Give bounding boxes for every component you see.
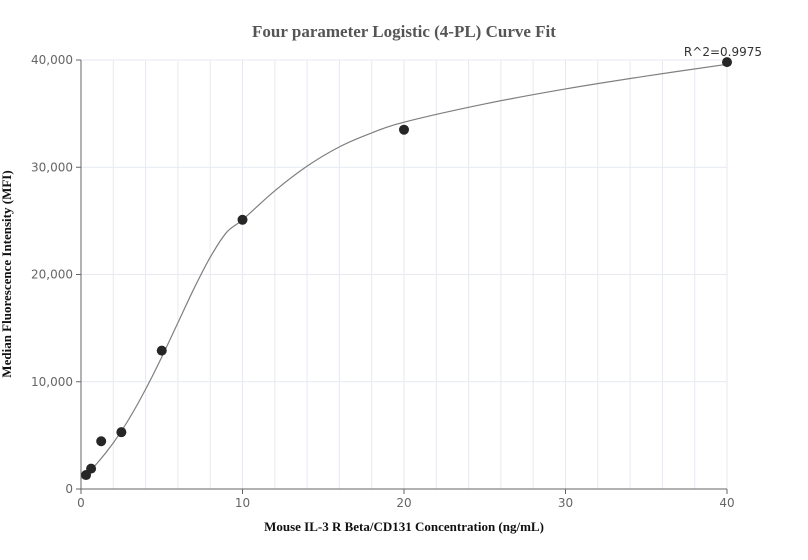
x-tick-label: 0 bbox=[77, 496, 85, 510]
y-tick-label: 20,000 bbox=[31, 268, 73, 282]
x-tick-label: 20 bbox=[396, 496, 411, 510]
r-squared-annotation: R^2=0.9975 bbox=[684, 45, 762, 59]
data-points bbox=[81, 57, 732, 481]
x-tick-label: 40 bbox=[719, 496, 734, 510]
y-tick-label: 0 bbox=[65, 482, 73, 496]
x-axis-title: Mouse IL-3 R Beta/CD131 Concentration (n… bbox=[264, 519, 544, 534]
data-point bbox=[399, 124, 409, 135]
axes bbox=[76, 59, 728, 494]
tick-labels: 0 10 20 30 40 0 10,000 20,000 30,000 40,000 bbox=[31, 53, 735, 510]
gridlines bbox=[81, 59, 728, 489]
y-tick-label: 30,000 bbox=[31, 160, 73, 174]
data-point bbox=[96, 436, 107, 447]
data-point bbox=[237, 214, 248, 225]
y-tick-label: 40,000 bbox=[31, 53, 73, 67]
data-point bbox=[86, 463, 97, 474]
x-tick-label: 10 bbox=[235, 496, 250, 510]
y-tick-label: 10,000 bbox=[31, 375, 73, 389]
data-point bbox=[116, 427, 127, 438]
chart-title: Four parameter Logistic (4-PL) Curve Fit bbox=[252, 22, 556, 41]
y-axis-title: Median Fluorescence Intensity (MFI) bbox=[0, 170, 14, 377]
x-tick-label: 30 bbox=[558, 496, 573, 510]
data-point bbox=[156, 345, 167, 356]
data-point bbox=[722, 57, 732, 68]
